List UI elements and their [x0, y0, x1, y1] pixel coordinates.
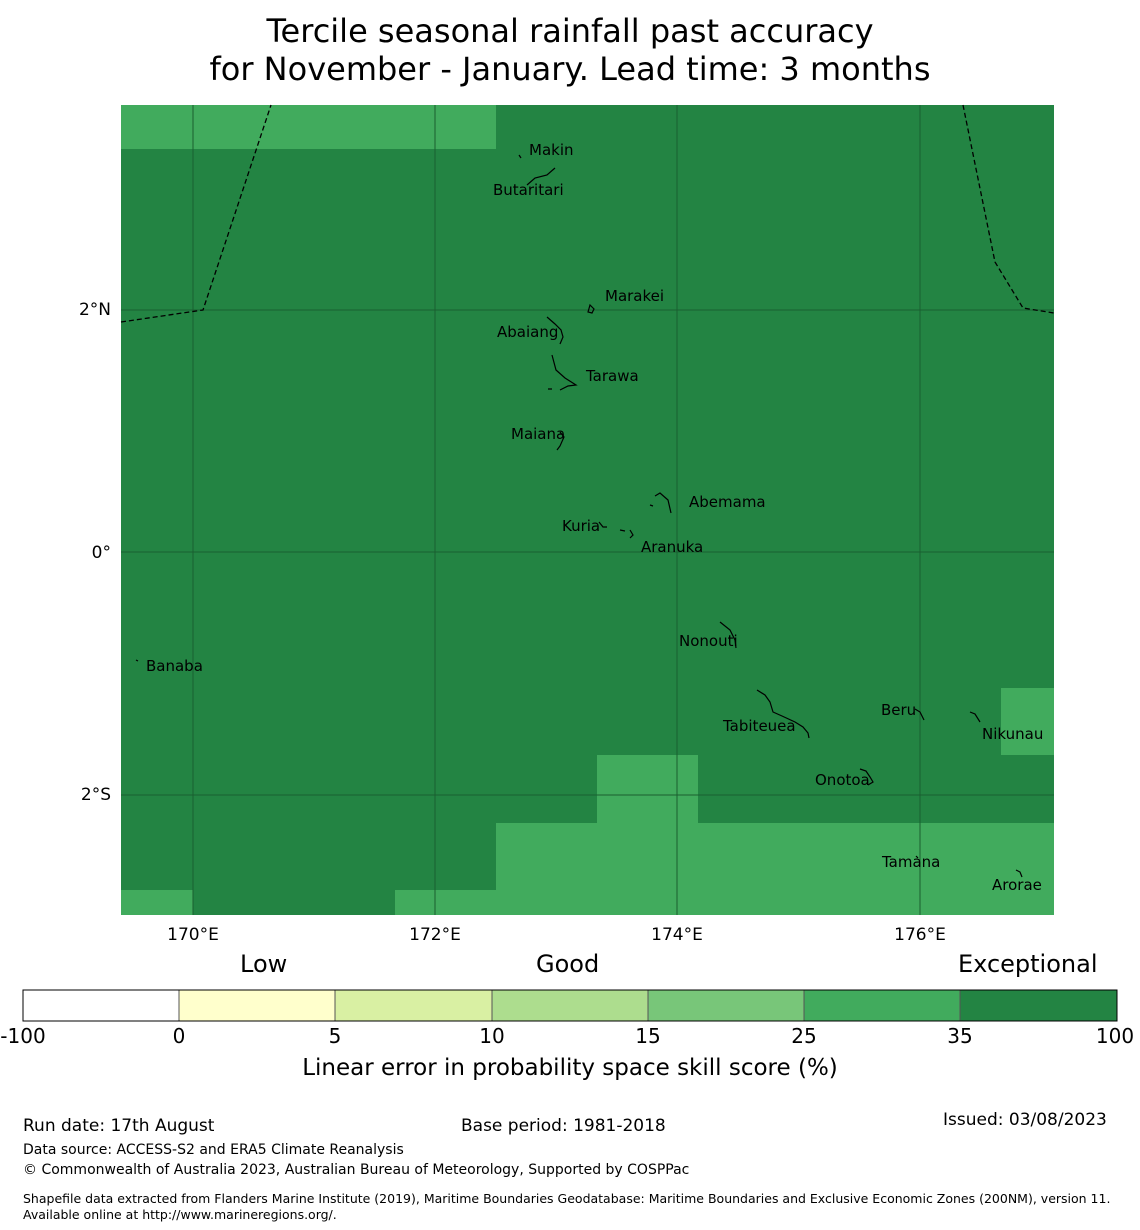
colorbar-category-good: Good	[536, 950, 600, 978]
island-marakei	[587, 303, 595, 314]
shapefile-credit: Shapefile data extracted from Flanders M…	[23, 1191, 1111, 1222]
place-label-tarawa: Tarawa	[585, 367, 639, 385]
colorbar-tick: 10	[479, 1024, 505, 1048]
eez-boundaries	[120, 104, 1055, 323]
place-label-marakei: Marakei	[605, 287, 664, 305]
region-bottom-left	[121, 890, 193, 915]
place-label-makin: Makin	[529, 141, 574, 159]
colorbar-tick: -100	[0, 1024, 46, 1048]
x-tick-label: 176°E	[894, 925, 946, 945]
place-label-banaba: Banaba	[146, 657, 203, 675]
colorbar-segment	[178, 989, 336, 1022]
region-south-strip	[395, 890, 496, 915]
very-good-regions	[121, 105, 1054, 915]
x-tick-label: 170°E	[167, 925, 219, 945]
island-tabiteuea	[756, 689, 810, 739]
colorbar-segment	[803, 989, 961, 1022]
map-background	[121, 105, 1054, 915]
chart-title-line-1: Tercile seasonal rainfall past accuracy	[266, 12, 874, 50]
x-tick-label: 172°E	[409, 925, 461, 945]
place-label-tabiteuea: Tabiteuea	[722, 717, 796, 735]
issued-date: Issued: 03/08/2023	[943, 1110, 1107, 1130]
island-nikunau	[969, 711, 981, 723]
colorbar-tick: 35	[947, 1024, 973, 1048]
island-aranuka	[619, 529, 634, 539]
place-label-nonouti: Nonouti	[679, 632, 738, 650]
place-label-onotoa: Onotoa	[815, 771, 870, 789]
y-tick-label: 2°S	[81, 785, 111, 805]
region-top-left	[121, 105, 496, 149]
island-nonouti	[719, 621, 737, 649]
colorbar-tick: 5	[328, 1024, 342, 1048]
colorbar-segment	[647, 989, 805, 1022]
place-labels: Makin Butaritari Marakei Abaiang Tarawa …	[146, 141, 1043, 894]
region-right-edge	[1001, 688, 1054, 755]
island-beru	[914, 708, 925, 721]
region-south-center	[597, 755, 698, 823]
gridlines	[121, 105, 1054, 915]
island-butaritari	[526, 167, 556, 186]
x-tick-label: 174°E	[651, 925, 703, 945]
base-period: Base period: 1981-2018	[461, 1116, 666, 1136]
place-label-beru: Beru	[881, 701, 916, 719]
eez-boundary-east	[962, 104, 1055, 314]
place-label-butaritari: Butaritari	[493, 181, 564, 199]
place-label-tamana: Tamana	[881, 853, 940, 871]
island-abaiang	[546, 316, 564, 345]
region-south-band	[496, 823, 1054, 915]
colorbar-segment	[22, 989, 180, 1022]
y-tick-label: 2°N	[79, 300, 111, 320]
colorbar-tick: 0	[172, 1024, 186, 1048]
island-abemama	[649, 492, 672, 514]
island-outlines	[135, 154, 1023, 878]
island-kuria	[598, 521, 607, 528]
colorbar-segment	[959, 989, 1118, 1022]
place-label-arorae: Arorae	[992, 876, 1042, 894]
copyright: © Commonwealth of Australia 2023, Austra…	[23, 1162, 690, 1178]
island-onotoa	[859, 768, 874, 786]
colorbar-category-low: Low	[240, 950, 288, 978]
colorbar-category-exceptional: Exceptional	[958, 950, 1098, 978]
island-arorae	[1015, 869, 1023, 878]
island-tarawa	[548, 354, 578, 391]
island-tamana	[915, 855, 919, 859]
colorbar-segment	[491, 989, 649, 1022]
x-axis-ticks: 170°E 172°E 174°E 176°E	[167, 925, 946, 945]
island-makin	[518, 154, 522, 159]
colorbar-tick: 25	[791, 1024, 817, 1048]
island-maiana	[556, 431, 565, 451]
place-label-maiana: Maiana	[511, 425, 565, 443]
colorbar-segment	[334, 989, 493, 1022]
colorbar	[22, 989, 1118, 1022]
y-axis-ticks: 2°N 0° 2°S	[79, 300, 111, 805]
y-tick-label: 0°	[92, 543, 111, 563]
colorbar-tick: 15	[635, 1024, 661, 1048]
chart-title-line-2: for November - January. Lead time: 3 mon…	[209, 50, 931, 88]
island-banaba	[135, 659, 139, 662]
colorbar-frame	[22, 989, 1118, 1022]
place-label-aranuka: Aranuka	[641, 538, 703, 556]
place-label-kuria: Kuria	[562, 517, 600, 535]
place-label-nikunau: Nikunau	[982, 725, 1043, 743]
colorbar-tick: 100	[1095, 1024, 1135, 1048]
eez-boundary-west	[120, 104, 272, 323]
run-date: Run date: 17th August	[23, 1116, 215, 1136]
data-source: Data source: ACCESS-S2 and ERA5 Climate …	[23, 1142, 404, 1158]
place-label-abemama: Abemama	[689, 493, 766, 511]
colorbar-label: Linear error in probability space skill …	[302, 1055, 838, 1081]
place-label-abaiang: Abaiang	[497, 323, 558, 341]
